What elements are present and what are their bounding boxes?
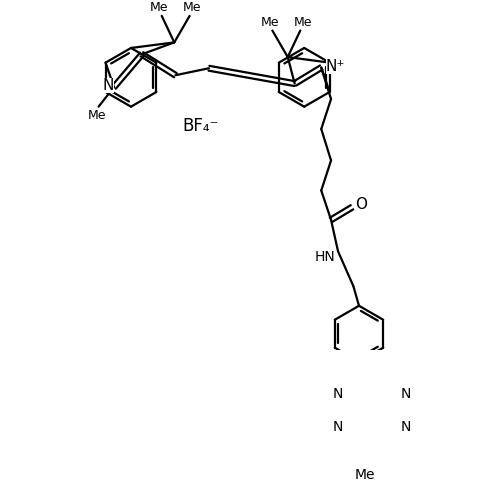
Text: O: O [354,197,366,212]
Text: BF₄⁻: BF₄⁻ [182,117,218,135]
Text: Me: Me [260,16,278,29]
Text: Me: Me [183,1,201,14]
Text: N: N [400,387,410,401]
Text: N⁺: N⁺ [325,59,344,73]
Text: Me: Me [88,109,106,122]
Text: N: N [331,387,342,401]
Text: Me: Me [149,1,168,14]
Text: N: N [400,420,410,434]
Text: N: N [102,78,114,93]
Text: N: N [331,420,342,434]
Text: Me: Me [354,468,374,482]
Text: HN: HN [314,250,335,264]
Text: Me: Me [293,16,312,29]
